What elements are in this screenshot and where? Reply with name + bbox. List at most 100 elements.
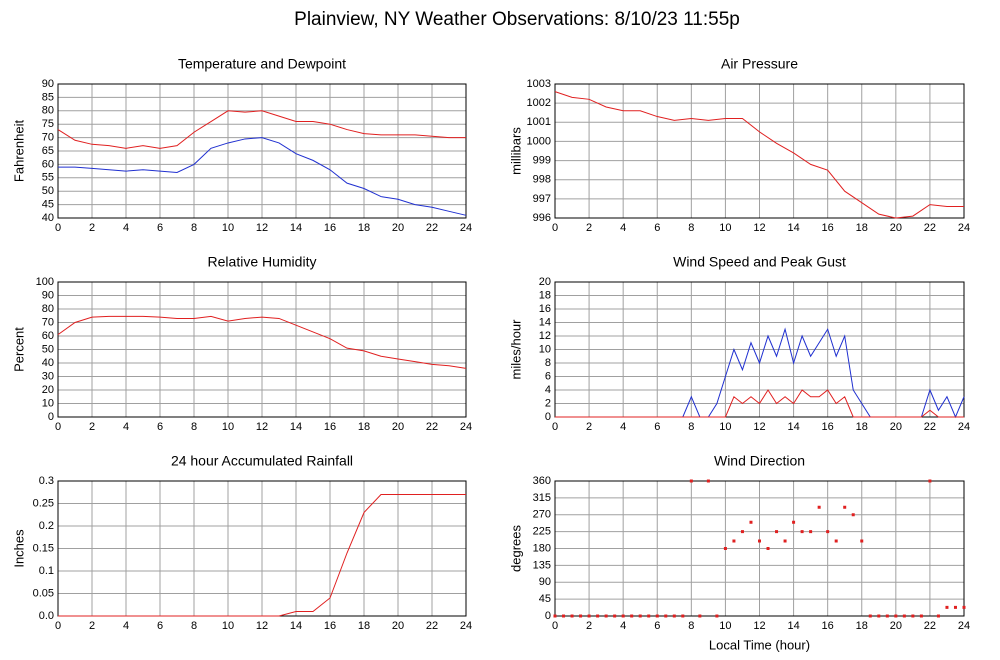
x-tick-label: 10 (719, 421, 731, 433)
x-tick-label: 20 (392, 620, 404, 632)
x-tick-label: 6 (157, 620, 163, 632)
chart-title: Wind Direction (714, 453, 805, 469)
series-line (57, 315, 467, 369)
x-tick-label: 4 (123, 620, 129, 632)
y-tick-label: 0 (545, 610, 551, 622)
page-title: Plainview, NY Weather Observations: 8/10… (294, 9, 740, 30)
y-tick-label: 75 (42, 118, 54, 130)
y-tick-label: 0.1 (39, 565, 54, 577)
chart-title: Relative Humidity (208, 254, 317, 270)
x-tick-label: 6 (654, 620, 660, 632)
y-tick-label: 315 (533, 492, 551, 504)
y-tick-label: 55 (42, 172, 54, 184)
chart-title: Air Pressure (721, 56, 798, 72)
x-tick-label: 24 (460, 222, 472, 234)
y-tick-label: 360 (533, 475, 551, 487)
y-tick-label: 50 (42, 185, 54, 197)
x-tick-label: 4 (123, 222, 129, 234)
x-tick-label: 0 (55, 421, 61, 433)
y-tick-label: 14 (539, 316, 551, 328)
x-tick-label: 18 (856, 620, 868, 632)
series-line (554, 91, 964, 219)
x-tick-label: 10 (719, 222, 731, 234)
x-tick-label: 24 (958, 421, 970, 433)
point (851, 513, 855, 517)
point (962, 605, 966, 609)
y-tick-label: 0.15 (33, 542, 54, 554)
y-tick-label: 10 (42, 397, 54, 409)
y-tick-label: 12 (539, 330, 551, 342)
point (919, 614, 923, 618)
x-tick-label: 2 (89, 222, 95, 234)
x-tick-label: 14 (787, 620, 799, 632)
point (783, 539, 787, 543)
point (953, 605, 957, 609)
point (775, 530, 779, 534)
x-tick-label: 22 (426, 222, 438, 234)
point (698, 614, 702, 618)
y-tick-label: 225 (533, 526, 551, 538)
point (809, 530, 813, 534)
x-tick-label: 18 (358, 620, 370, 632)
x-tick-label: 20 (392, 421, 404, 433)
y-tick-label: 70 (42, 132, 54, 144)
y-tick-label: 0.2 (39, 520, 54, 532)
x-tick-label: 22 (924, 620, 936, 632)
y-tick-label: 45 (42, 199, 54, 211)
x-tick-label: 18 (358, 421, 370, 433)
point (868, 614, 872, 618)
y-tick-label: 18 (539, 289, 551, 301)
y-tick-label: 20 (539, 276, 551, 288)
point (672, 614, 676, 618)
x-tick-label: 12 (256, 620, 268, 632)
x-tick-label: 6 (157, 222, 163, 234)
y-tick-label: 85 (42, 91, 54, 103)
x-axis-label: Local Time (hour) (709, 637, 810, 652)
y-tick-label: 135 (533, 559, 551, 571)
point (655, 614, 659, 618)
x-tick-label: 0 (55, 620, 61, 632)
x-tick-label: 8 (191, 421, 197, 433)
point (630, 614, 634, 618)
point (587, 614, 591, 618)
series-line (57, 110, 466, 149)
series-line (555, 389, 964, 418)
x-tick-label: 20 (890, 620, 902, 632)
point (570, 614, 574, 618)
y-axis-label: degrees (508, 525, 523, 572)
y-tick-label: 90 (42, 289, 54, 301)
x-tick-label: 22 (426, 421, 438, 433)
y-tick-label: 1000 (527, 135, 551, 147)
point (647, 614, 651, 618)
x-tick-label: 8 (688, 222, 694, 234)
x-tick-label: 16 (324, 620, 336, 632)
x-tick-label: 20 (890, 421, 902, 433)
y-axis-label: Inches (11, 529, 26, 568)
point (766, 547, 770, 550)
point (843, 505, 847, 509)
y-tick-label: 16 (539, 303, 551, 315)
point (579, 614, 583, 618)
y-tick-label: 8 (545, 357, 551, 369)
x-tick-label: 12 (753, 421, 765, 433)
point (894, 614, 898, 618)
y-tick-label: 40 (42, 212, 54, 224)
x-tick-label: 10 (222, 421, 234, 433)
x-tick-label: 2 (586, 421, 592, 433)
y-tick-label: 60 (42, 330, 54, 342)
x-tick-label: 24 (958, 222, 970, 234)
y-axis-label: Fahrenheit (11, 120, 26, 183)
series-line (58, 137, 467, 216)
x-tick-label: 16 (822, 620, 834, 632)
plot-frame (554, 480, 965, 617)
y-tick-label: 0.3 (39, 475, 54, 487)
x-tick-label: 8 (688, 421, 694, 433)
x-tick-label: 12 (753, 620, 765, 632)
point (664, 614, 668, 618)
y-tick-label: 997 (533, 193, 551, 205)
x-tick-label: 4 (620, 620, 626, 632)
x-tick-label: 14 (787, 222, 799, 234)
x-tick-label: 4 (620, 222, 626, 234)
point (792, 520, 796, 524)
